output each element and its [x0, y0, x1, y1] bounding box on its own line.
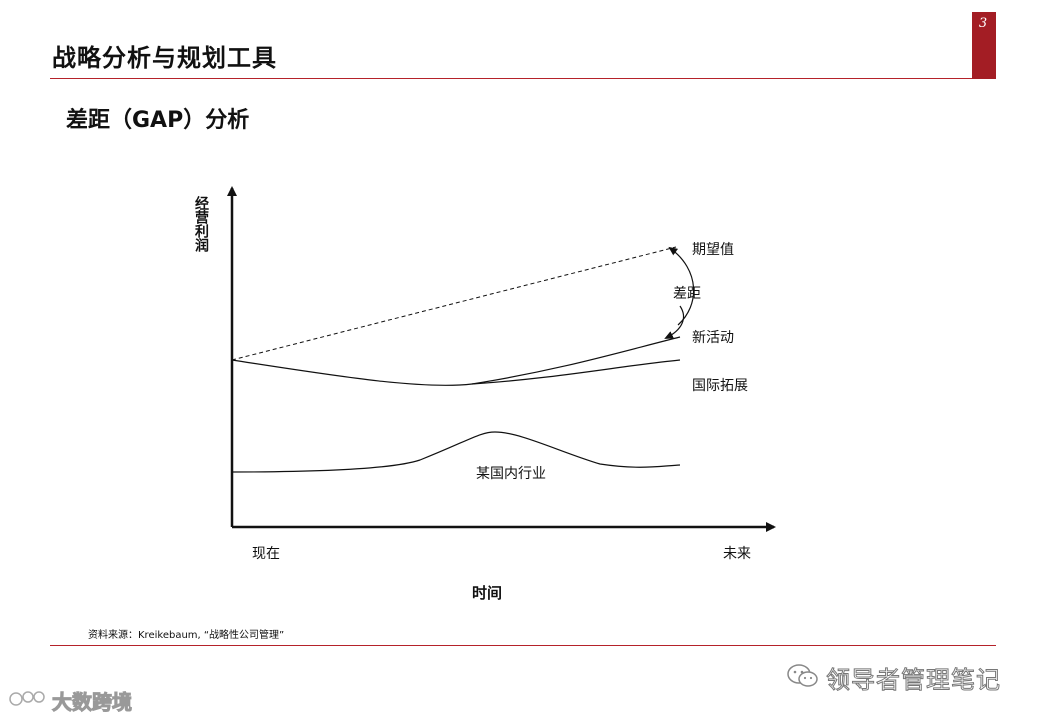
- gap-arrow: [668, 246, 695, 326]
- domestic-industry-curve: [231, 431, 681, 473]
- title-divider: [50, 78, 996, 79]
- international-expansion-label: 国际拓展: [692, 378, 748, 394]
- new-activity-curve: [471, 336, 681, 385]
- x-end-label: 未来: [723, 546, 751, 562]
- gap-arrow-lower: [664, 305, 685, 339]
- expected-value-line: [231, 246, 677, 361]
- international-expansion-curve: [231, 359, 681, 386]
- source-note: 资料来源：Kreikebaum, “战略性公司管理”: [88, 630, 285, 641]
- watermark-left: 大数跨境: [8, 686, 133, 715]
- footer-divider: [50, 645, 996, 646]
- page-title: 战略分析与规划工具: [52, 44, 277, 72]
- page-number: 3: [978, 16, 988, 31]
- brand-logo-icon: [8, 687, 48, 715]
- wechat-icon: [786, 663, 820, 693]
- y-axis-label: 经营利润: [193, 196, 209, 252]
- watermark-left-text: 大数跨境: [52, 690, 133, 715]
- watermark-right: 领导者管理笔记: [786, 660, 1001, 695]
- section-subtitle: 差距（GAP）分析: [66, 108, 250, 133]
- gap-label: 差距: [673, 286, 701, 302]
- x-start-label: 现在: [252, 546, 280, 562]
- page-number-tab: [972, 12, 996, 79]
- expected-value-label: 期望值: [692, 242, 734, 258]
- watermark-right-text: 领导者管理笔记: [826, 666, 1001, 695]
- x-axis-label: 时间: [472, 584, 503, 602]
- domestic-industry-label: 某国内行业: [476, 466, 546, 482]
- new-activity-label: 新活动: [692, 330, 734, 346]
